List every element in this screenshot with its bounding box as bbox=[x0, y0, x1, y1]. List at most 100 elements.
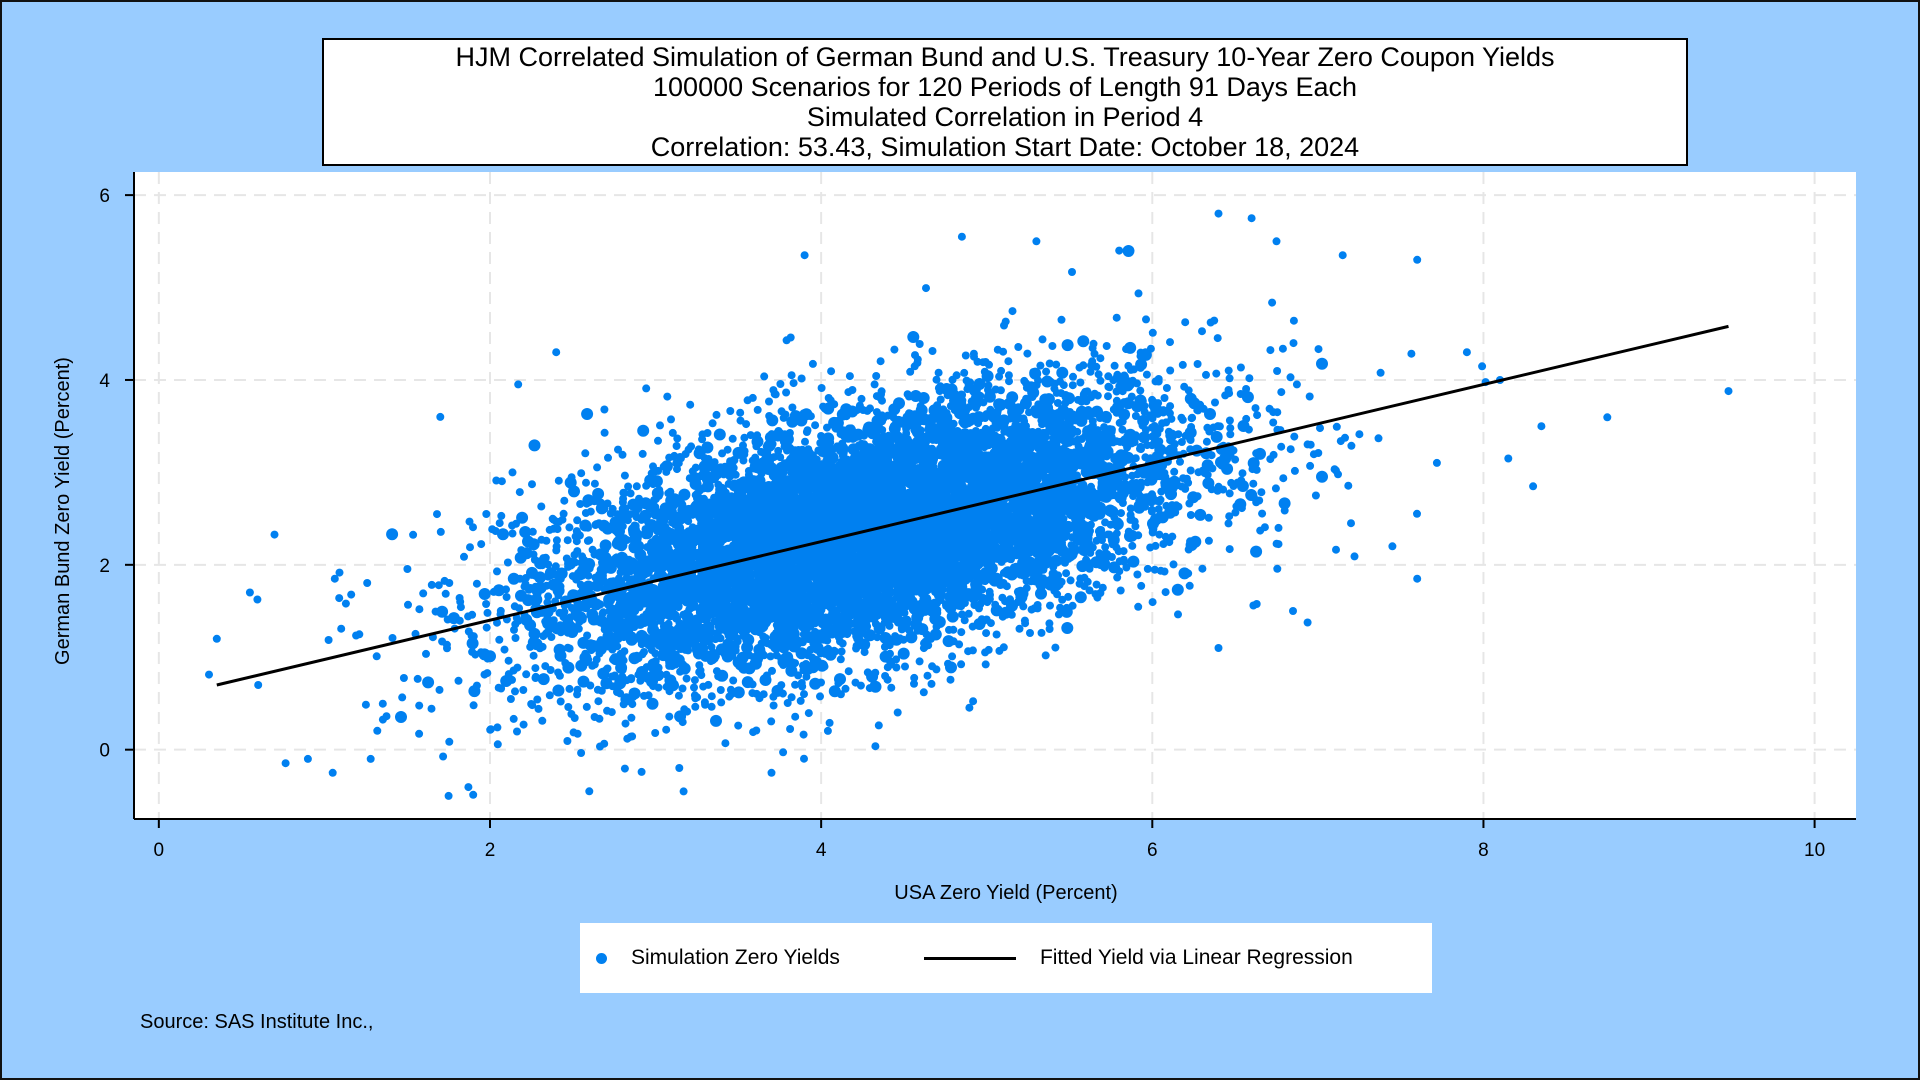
scatter-point bbox=[600, 405, 609, 414]
scatter-point bbox=[837, 647, 846, 656]
scatter-point bbox=[1168, 532, 1177, 541]
scatter-point bbox=[413, 674, 422, 683]
scatter-point bbox=[565, 684, 574, 693]
scatter-point bbox=[495, 635, 504, 644]
scatter-point bbox=[1303, 440, 1312, 449]
scatter-point bbox=[1258, 509, 1267, 518]
scatter-point bbox=[1128, 541, 1137, 550]
scatter-point bbox=[1407, 349, 1416, 358]
scatter-point bbox=[776, 453, 785, 462]
scatter-point bbox=[1041, 651, 1050, 660]
scatter-point bbox=[619, 488, 628, 497]
scatter-point bbox=[460, 552, 468, 561]
scatter-point bbox=[1211, 398, 1219, 407]
scatter-point bbox=[1306, 461, 1315, 470]
scatter-point bbox=[1311, 491, 1320, 500]
scatter-point bbox=[1225, 545, 1234, 554]
scatter-point bbox=[1096, 354, 1105, 363]
scatter-point bbox=[1082, 397, 1091, 406]
scatter-point bbox=[740, 433, 749, 442]
scatter-point bbox=[878, 396, 886, 405]
scatter-point bbox=[786, 725, 795, 733]
scatter-point bbox=[1127, 514, 1136, 523]
scatter-point bbox=[483, 608, 492, 617]
scatter-point bbox=[1026, 629, 1034, 637]
scatter-point bbox=[883, 411, 892, 420]
scatter-point bbox=[690, 683, 698, 692]
scatter-point bbox=[361, 700, 370, 709]
scatter-point bbox=[522, 670, 531, 679]
scatter-point bbox=[1104, 392, 1112, 401]
scatter-point bbox=[743, 396, 752, 405]
scatter-point bbox=[960, 368, 969, 377]
scatter-point bbox=[650, 467, 659, 476]
scatter-point bbox=[721, 739, 730, 748]
scatter-point bbox=[910, 679, 918, 688]
scatter-point bbox=[1225, 416, 1234, 425]
scatter-point bbox=[881, 672, 890, 680]
scatter-point bbox=[538, 716, 547, 725]
scatter-point bbox=[544, 592, 553, 601]
scatter-point bbox=[906, 367, 915, 376]
scatter-point bbox=[511, 634, 520, 642]
scatter-point bbox=[436, 527, 445, 536]
title-line-3: Simulated Correlation in Period 4 bbox=[806, 102, 1204, 132]
scatter-point bbox=[527, 700, 536, 708]
scatter-point bbox=[352, 631, 361, 640]
scatter-point bbox=[500, 645, 509, 654]
scatter-point bbox=[477, 540, 486, 549]
scatter-point bbox=[1064, 592, 1073, 601]
scatter-point bbox=[1206, 318, 1215, 327]
scatter-point bbox=[892, 655, 901, 664]
scatter-point bbox=[964, 609, 973, 618]
scatter-point bbox=[445, 737, 454, 746]
scatter-point bbox=[995, 646, 1004, 655]
scatter-point bbox=[700, 698, 709, 707]
scatter-point bbox=[787, 693, 796, 702]
scatter-point bbox=[1204, 536, 1213, 545]
scatter-point bbox=[844, 388, 853, 397]
scatter-point bbox=[422, 649, 430, 658]
scatter-point bbox=[1332, 545, 1340, 554]
scatter-point bbox=[924, 641, 933, 650]
scatter-point bbox=[1069, 372, 1077, 381]
scatter-point bbox=[961, 351, 970, 360]
scatter-point bbox=[674, 691, 683, 700]
scatter-point bbox=[1347, 441, 1356, 450]
scatter-point bbox=[497, 511, 506, 520]
scatter-point bbox=[1092, 580, 1101, 589]
chart-title: HJM Correlated Simulation of German Bund… bbox=[322, 38, 1688, 166]
scatter-point bbox=[1193, 360, 1202, 368]
scatter-point bbox=[415, 605, 424, 614]
scatter-point bbox=[415, 701, 424, 710]
scatter-point bbox=[1105, 383, 1114, 392]
scatter-point bbox=[1027, 605, 1036, 614]
scatter-point bbox=[528, 480, 536, 489]
scatter-point bbox=[726, 407, 735, 415]
scatter-point bbox=[791, 680, 800, 689]
scatter-point bbox=[874, 721, 883, 730]
scatter-point bbox=[1045, 625, 1054, 633]
scatter-point bbox=[1131, 522, 1140, 531]
scatter-point bbox=[1176, 457, 1184, 466]
scatter-point bbox=[1238, 469, 1247, 478]
scatter-point bbox=[774, 446, 783, 455]
scatter-point bbox=[870, 380, 879, 389]
scatter-point bbox=[766, 652, 775, 661]
scatter-point bbox=[1146, 543, 1155, 552]
scatter-point bbox=[493, 740, 502, 749]
scatter-point bbox=[515, 488, 524, 497]
scatter-point bbox=[787, 371, 796, 380]
scatter-point bbox=[399, 674, 408, 682]
scatter-point bbox=[1273, 367, 1282, 375]
scatter-point bbox=[335, 568, 344, 577]
scatter-point bbox=[1167, 414, 1176, 423]
scatter-point bbox=[841, 684, 850, 693]
scatter-point bbox=[776, 380, 785, 388]
scatter-point bbox=[595, 714, 604, 723]
scatter-point bbox=[845, 372, 854, 381]
scatter-point bbox=[1088, 357, 1097, 366]
scatter-point bbox=[682, 674, 691, 683]
scatter-point bbox=[638, 449, 647, 458]
scatter-point bbox=[1036, 361, 1045, 370]
